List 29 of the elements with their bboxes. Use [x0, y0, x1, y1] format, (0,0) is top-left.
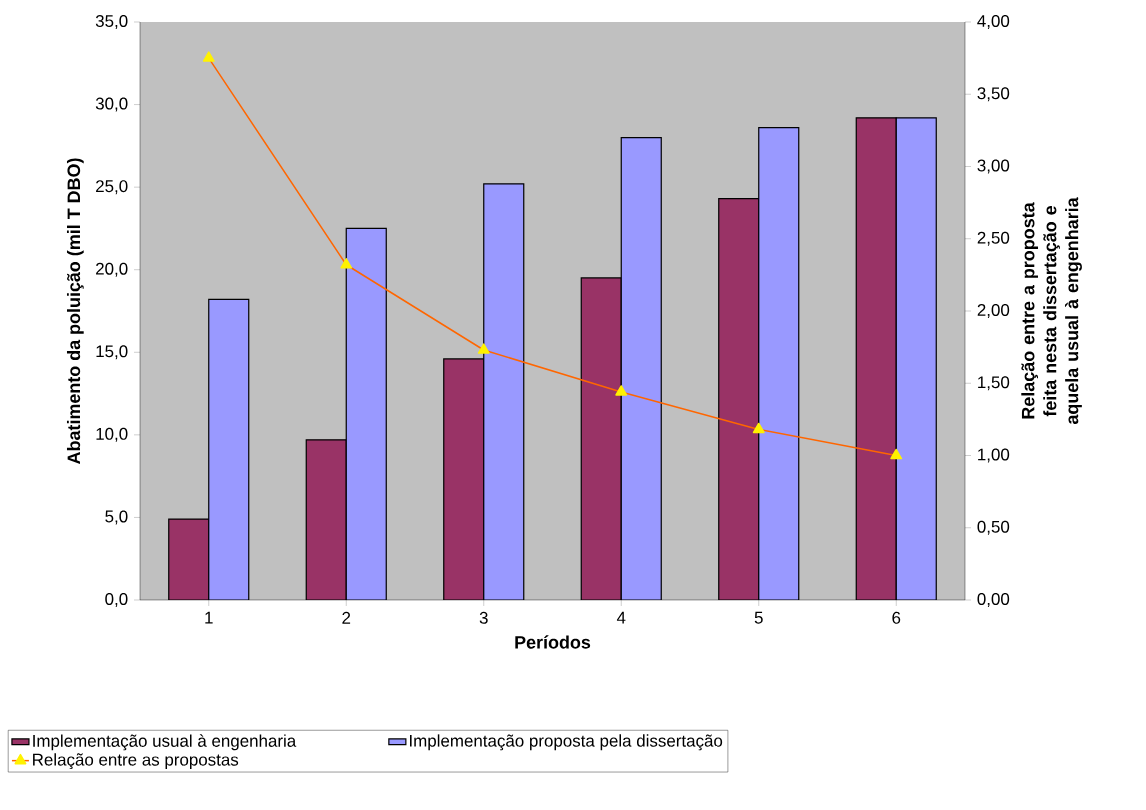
x-tick-label: 6	[892, 611, 901, 624]
y2-tick-label: 0,00	[977, 593, 1010, 607]
y2-axis-title: Relação entre a proposta feita nesta dissertação e aquela usual à engenharia	[1021, 197, 1082, 425]
y-axis-title: Abatimento da poluição (mil T DBO)	[66, 158, 84, 464]
legend-label: Relação entre as propostas	[33, 753, 239, 770]
legend-label: Implementação usual à engenharia	[33, 734, 297, 751]
y2-tick-label: 3,00	[977, 159, 1010, 174]
y-tick-label: 25,0	[96, 180, 128, 195]
y-tick-label: 20,0	[96, 262, 128, 277]
y2-tick-label: 1,50	[978, 376, 1010, 391]
y-tick-label: 0,0	[105, 593, 128, 607]
x-tick-label: 3	[479, 611, 488, 624]
legend-label: Implementação proposta pela dissertação	[410, 734, 723, 751]
y2-tick-label: 3,50	[977, 87, 1010, 102]
y2-tick-label: 4,00	[977, 15, 1010, 29]
x-tick-label: 5	[754, 611, 763, 624]
x-tick-label: 1	[205, 611, 213, 624]
y-tick-label: 5,0	[105, 510, 128, 525]
y-tick-label: 10,0	[96, 427, 128, 442]
x-tick-label: 2	[342, 611, 351, 624]
x-tick-label: 4	[616, 611, 626, 624]
y2-tick-label: 2,50	[977, 231, 1010, 246]
y-tick-label: 30,0	[95, 97, 128, 112]
x-axis-title: Períodos	[515, 635, 591, 649]
y2-tick-label: 0,50	[977, 520, 1010, 535]
y2-tick-label: 2,00	[977, 304, 1010, 318]
y-tick-label: 35,0	[95, 15, 128, 29]
y-tick-label: 15,0	[96, 345, 128, 360]
y2-tick-label: 1,00	[978, 448, 1010, 463]
